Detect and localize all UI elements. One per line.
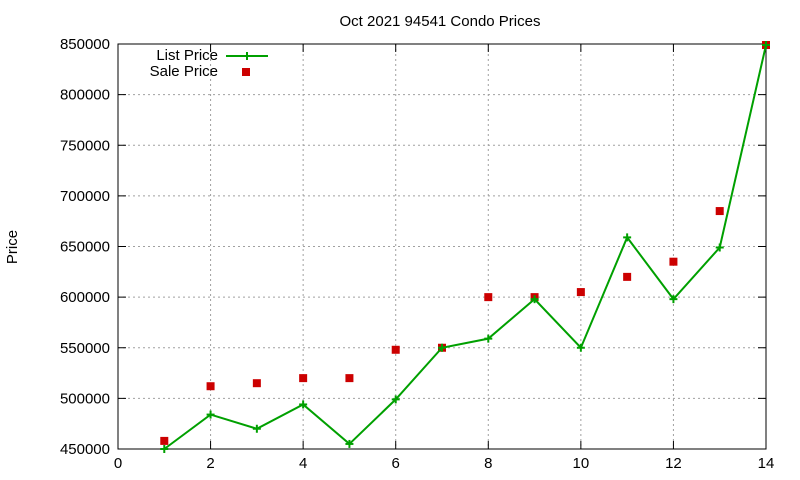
list-price-point — [252, 424, 261, 433]
y-tick-label: 500000 — [60, 390, 110, 407]
x-tick-label: 10 — [573, 455, 590, 472]
x-tick-label: 6 — [392, 455, 400, 472]
sale-price-point — [715, 207, 724, 216]
x-tick-label: 14 — [758, 455, 775, 472]
list-price-point — [391, 395, 400, 404]
list-price-point — [160, 445, 169, 453]
list-price-point — [299, 400, 308, 409]
legend-label-sale-price: Sale Price — [150, 63, 218, 80]
list-price-point — [715, 243, 724, 252]
x-tick-label: 12 — [665, 455, 682, 472]
y-axis-label: Price — [4, 230, 21, 264]
list-price-point — [345, 439, 354, 448]
sale-price-point — [252, 379, 261, 388]
y-tick-label: 550000 — [60, 340, 110, 357]
y-tick-label: 650000 — [60, 239, 110, 256]
y-tick-label: 700000 — [60, 188, 110, 205]
list-price-point — [669, 295, 678, 304]
sale-price-point — [484, 293, 493, 302]
sale-price-point — [391, 345, 400, 354]
x-tick-label: 8 — [484, 455, 492, 472]
list-price-point — [484, 334, 493, 343]
list-price-point — [438, 343, 446, 352]
y-tick-label: 800000 — [60, 87, 110, 104]
data-series — [160, 41, 770, 453]
sale-price-point — [576, 288, 585, 297]
legend-marker-sale-price — [242, 68, 250, 76]
y-tick-label: 750000 — [60, 137, 110, 154]
y-tick-label: 850000 — [60, 36, 110, 53]
sale-price-point — [669, 257, 678, 266]
chart-title: Oct 2021 94541 Condo Prices — [340, 13, 541, 30]
list-price-line — [163, 44, 767, 450]
y-tick-label: 450000 — [60, 441, 110, 458]
y-tick-label: 600000 — [60, 289, 110, 306]
list-price-point — [762, 41, 770, 50]
legend-label-list-price: List Price — [156, 47, 218, 64]
list-price-point — [530, 295, 539, 304]
sale-price-point — [299, 374, 308, 383]
x-tick-label: 2 — [206, 455, 214, 472]
sale-price-point — [160, 436, 169, 445]
x-tick-label: 4 — [299, 455, 307, 472]
sale-price-point — [623, 272, 632, 281]
sale-price-point — [206, 382, 215, 391]
sale-price-point — [345, 374, 354, 383]
grid-lines — [118, 44, 766, 449]
x-tick-label: 0 — [114, 455, 122, 472]
list-price-point — [206, 410, 215, 419]
axis-ticks: 0 2 4 6 8 10 12 14 450000 500000 550000 600000 65000… — [60, 36, 774, 472]
list-price-point — [576, 343, 585, 352]
list-price-point — [623, 233, 632, 242]
